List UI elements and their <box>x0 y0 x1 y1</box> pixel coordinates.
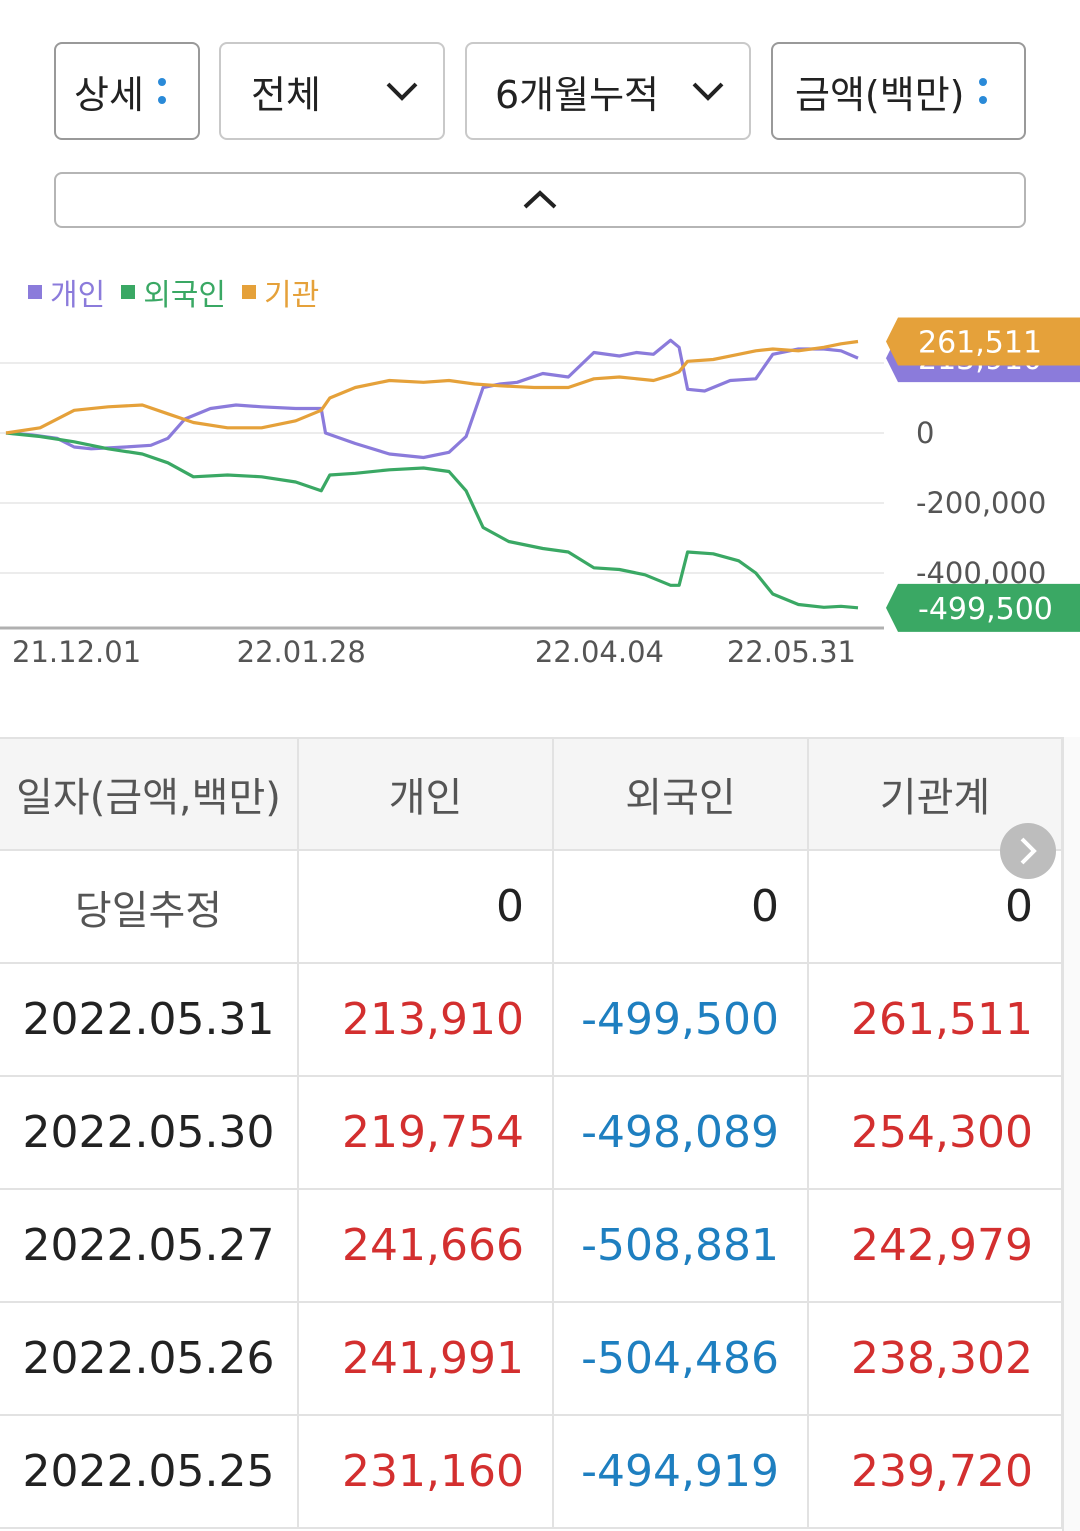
cell-institution: 261,511 <box>808 963 1063 1077</box>
legend-swatch <box>121 285 136 299</box>
row-date: 2022.05.27 <box>0 1189 299 1303</box>
legend-swatch <box>242 285 257 299</box>
column-header-individual[interactable]: 개인 <box>298 737 554 851</box>
cell-institution: 238,302 <box>808 1302 1063 1416</box>
end-value-tag: -499,500 <box>886 583 1080 632</box>
cell-institution: 242,979 <box>808 1189 1063 1303</box>
cell-foreign: -499,500 <box>553 963 809 1077</box>
end-value-tag: 261,511 <box>886 317 1080 366</box>
cell-individual: 0 <box>298 850 554 964</box>
y-tick-label: -200,000 <box>916 486 1046 520</box>
unit-menu-button[interactable]: 금액(백만) <box>771 42 1026 140</box>
tag-label: -499,500 <box>918 592 1053 627</box>
filter-bar: 상세 전체 6개월누적 금액(백만) <box>54 42 1026 144</box>
flow-table: 일자(금액,백만) 개인 외국인 기관계 당일추정 0 0 0 2022.05.31 21… <box>0 737 1080 1529</box>
legend-label: 개인 <box>50 278 106 313</box>
collapse-chart-button[interactable] <box>54 172 1026 228</box>
table-row: 2022.05.30 219,754 -498,089 254,300 <box>0 1076 1063 1190</box>
legend-item-institution: 기관 <box>242 270 319 314</box>
chart-lines <box>5 338 859 610</box>
x-axis-labels: 21.12.01 22.01.28 22.04.04 22.05.31 <box>12 635 856 669</box>
table-row: 2022.05.27 241,666 -508,881 242,979 <box>0 1189 1063 1303</box>
cell-foreign: -498,089 <box>553 1076 809 1190</box>
x-tick-label: 22.05.31 <box>727 635 856 669</box>
unit-menu-label: 금액(백만) <box>795 72 965 117</box>
cell-foreign: -494,919 <box>553 1415 809 1529</box>
y-axis-labels: 0-200,000-400,000 <box>916 416 1046 590</box>
legend-item-individual: 개인 <box>28 270 105 314</box>
x-tick-label: 21.12.01 <box>12 635 141 669</box>
series-line <box>5 339 859 435</box>
period-select-label: 6개월누적 <box>495 72 660 117</box>
tag-label: 261,511 <box>918 325 1042 360</box>
table-body: 당일추정 0 0 0 2022.05.31 213,910 -499,500 261,511 2… <box>0 850 1063 1529</box>
scope-select-label: 전체 <box>251 72 321 117</box>
column-header-date[interactable]: 일자(금액,백만) <box>0 737 299 851</box>
cell-foreign: -508,881 <box>553 1189 809 1303</box>
series-line <box>5 431 859 610</box>
chevron-down-icon <box>692 82 724 101</box>
table-edge <box>1062 737 1080 1531</box>
column-header-foreign[interactable]: 외국인 <box>553 737 809 851</box>
cell-individual: 219,754 <box>298 1076 554 1190</box>
row-date: 당일추정 <box>0 850 299 964</box>
chevron-up-icon <box>523 190 557 209</box>
table-row: 당일추정 0 0 0 <box>0 850 1063 964</box>
more-dots-icon <box>978 78 987 104</box>
cell-individual: 213,910 <box>298 963 554 1077</box>
legend-label: 외국인 <box>143 278 227 313</box>
legend-label: 기관 <box>264 278 320 313</box>
row-date: 2022.05.31 <box>0 963 299 1077</box>
detail-menu-label: 상세 <box>74 72 144 117</box>
cell-individual: 241,991 <box>298 1302 554 1416</box>
tag-shape <box>886 317 1080 366</box>
x-tick-label: 22.01.28 <box>237 635 366 669</box>
tag-shape <box>886 583 1080 632</box>
chart-legend: 개인 외국인 기관 <box>28 270 319 314</box>
y-tick-label: 0 <box>916 416 934 450</box>
detail-menu-button[interactable]: 상세 <box>54 42 200 140</box>
table-header-row: 일자(금액,백만) 개인 외국인 기관계 <box>0 737 1063 851</box>
legend-item-foreign: 외국인 <box>121 270 226 314</box>
cell-foreign: 0 <box>553 850 809 964</box>
end-value-tags: 213,910261,511-499,500 <box>886 317 1080 632</box>
cell-foreign: -504,486 <box>553 1302 809 1416</box>
table-row: 2022.05.31 213,910 -499,500 261,511 <box>0 963 1063 1077</box>
chevron-down-icon <box>386 82 418 101</box>
legend-swatch <box>28 285 42 299</box>
cell-institution: 239,720 <box>808 1415 1063 1529</box>
scroll-right-button[interactable] <box>1000 823 1056 879</box>
row-date: 2022.05.26 <box>0 1302 299 1416</box>
scope-select[interactable]: 전체 <box>219 42 445 140</box>
table-row: 2022.05.25 231,160 -494,919 239,720 <box>0 1415 1063 1529</box>
more-dots-icon <box>157 78 166 104</box>
table-row: 2022.05.26 241,991 -504,486 238,302 <box>0 1302 1063 1416</box>
chart-grid <box>0 362 884 630</box>
x-tick-label: 22.04.04 <box>535 635 664 669</box>
cell-individual: 241,666 <box>298 1189 554 1303</box>
chevron-right-icon <box>1020 837 1037 865</box>
row-date: 2022.05.25 <box>0 1415 299 1529</box>
cell-institution: 254,300 <box>808 1076 1063 1190</box>
row-date: 2022.05.30 <box>0 1076 299 1190</box>
investor-flow-chart: 0-200,000-400,000 21.12.01 22.01.28 22.04.… <box>0 317 1080 669</box>
series-line <box>5 338 859 460</box>
cell-individual: 231,160 <box>298 1415 554 1529</box>
period-select[interactable]: 6개월누적 <box>465 42 751 140</box>
